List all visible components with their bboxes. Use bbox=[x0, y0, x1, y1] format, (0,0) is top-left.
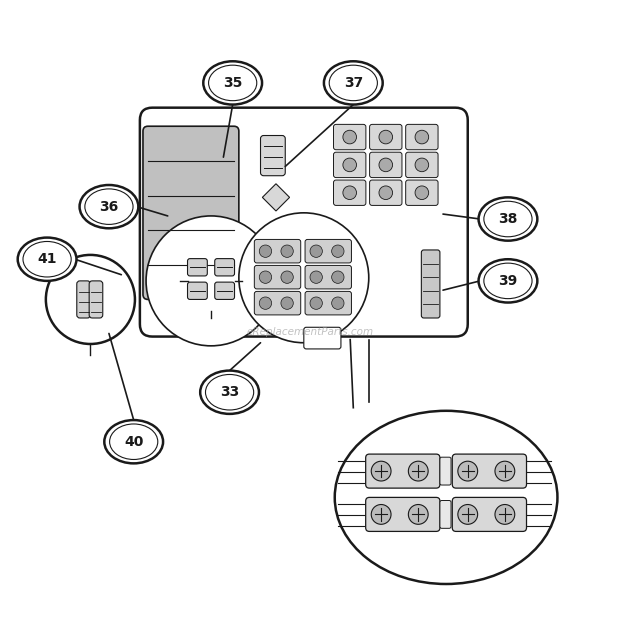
FancyBboxPatch shape bbox=[334, 152, 366, 177]
Circle shape bbox=[415, 186, 428, 200]
FancyBboxPatch shape bbox=[305, 239, 352, 263]
Circle shape bbox=[495, 504, 515, 524]
Ellipse shape bbox=[208, 65, 257, 100]
Circle shape bbox=[332, 271, 344, 284]
Text: 35: 35 bbox=[223, 76, 242, 90]
Circle shape bbox=[458, 461, 477, 481]
Circle shape bbox=[310, 297, 322, 309]
FancyBboxPatch shape bbox=[334, 125, 366, 149]
FancyBboxPatch shape bbox=[366, 454, 440, 488]
Ellipse shape bbox=[79, 185, 138, 228]
FancyBboxPatch shape bbox=[254, 239, 301, 263]
Circle shape bbox=[409, 461, 428, 481]
Circle shape bbox=[343, 158, 356, 172]
Circle shape bbox=[343, 186, 356, 200]
Text: 36: 36 bbox=[99, 200, 118, 214]
Circle shape bbox=[281, 245, 293, 258]
FancyBboxPatch shape bbox=[405, 152, 438, 177]
Circle shape bbox=[343, 130, 356, 144]
FancyBboxPatch shape bbox=[305, 291, 352, 315]
Ellipse shape bbox=[205, 375, 254, 410]
Polygon shape bbox=[262, 184, 290, 211]
Circle shape bbox=[415, 158, 428, 172]
Ellipse shape bbox=[104, 420, 163, 464]
Ellipse shape bbox=[329, 65, 378, 100]
FancyBboxPatch shape bbox=[89, 281, 103, 318]
Circle shape bbox=[371, 504, 391, 524]
Circle shape bbox=[379, 130, 392, 144]
FancyBboxPatch shape bbox=[452, 497, 526, 532]
FancyBboxPatch shape bbox=[440, 501, 451, 529]
FancyBboxPatch shape bbox=[366, 497, 440, 532]
Circle shape bbox=[259, 271, 272, 284]
FancyBboxPatch shape bbox=[304, 328, 341, 349]
FancyBboxPatch shape bbox=[215, 282, 234, 300]
Circle shape bbox=[310, 245, 322, 258]
FancyBboxPatch shape bbox=[370, 152, 402, 177]
FancyBboxPatch shape bbox=[405, 125, 438, 149]
Ellipse shape bbox=[484, 263, 532, 299]
FancyBboxPatch shape bbox=[215, 259, 234, 276]
Text: 37: 37 bbox=[343, 76, 363, 90]
FancyBboxPatch shape bbox=[405, 180, 438, 205]
Circle shape bbox=[415, 130, 428, 144]
FancyBboxPatch shape bbox=[143, 126, 239, 300]
Ellipse shape bbox=[203, 61, 262, 104]
FancyBboxPatch shape bbox=[254, 291, 301, 315]
Ellipse shape bbox=[484, 201, 532, 237]
Circle shape bbox=[379, 158, 392, 172]
Ellipse shape bbox=[479, 259, 538, 303]
Circle shape bbox=[332, 297, 344, 309]
Circle shape bbox=[146, 216, 276, 346]
Circle shape bbox=[259, 297, 272, 309]
FancyBboxPatch shape bbox=[370, 180, 402, 205]
Ellipse shape bbox=[335, 411, 557, 584]
FancyBboxPatch shape bbox=[440, 457, 451, 485]
FancyBboxPatch shape bbox=[422, 250, 440, 318]
FancyBboxPatch shape bbox=[187, 282, 207, 300]
Circle shape bbox=[409, 504, 428, 524]
Circle shape bbox=[332, 245, 344, 258]
FancyBboxPatch shape bbox=[187, 259, 207, 276]
Ellipse shape bbox=[23, 242, 71, 277]
FancyBboxPatch shape bbox=[254, 265, 301, 289]
FancyBboxPatch shape bbox=[334, 180, 366, 205]
Ellipse shape bbox=[18, 238, 76, 281]
Circle shape bbox=[46, 255, 135, 344]
Circle shape bbox=[281, 297, 293, 309]
Circle shape bbox=[379, 186, 392, 200]
FancyBboxPatch shape bbox=[77, 281, 91, 318]
Ellipse shape bbox=[85, 189, 133, 225]
FancyBboxPatch shape bbox=[305, 265, 352, 289]
Ellipse shape bbox=[200, 371, 259, 414]
Circle shape bbox=[310, 271, 322, 284]
Circle shape bbox=[458, 504, 477, 524]
FancyBboxPatch shape bbox=[370, 125, 402, 149]
Ellipse shape bbox=[110, 424, 158, 459]
Text: 33: 33 bbox=[220, 385, 239, 399]
Text: 38: 38 bbox=[498, 212, 518, 226]
Circle shape bbox=[239, 213, 369, 343]
Circle shape bbox=[259, 245, 272, 258]
Ellipse shape bbox=[324, 61, 383, 104]
Circle shape bbox=[281, 271, 293, 284]
FancyBboxPatch shape bbox=[452, 454, 526, 488]
Text: 41: 41 bbox=[37, 252, 57, 266]
Circle shape bbox=[495, 461, 515, 481]
Ellipse shape bbox=[479, 197, 538, 240]
FancyBboxPatch shape bbox=[260, 135, 285, 176]
Text: 40: 40 bbox=[124, 435, 143, 449]
FancyBboxPatch shape bbox=[140, 107, 467, 336]
Text: eReplacementParts.com: eReplacementParts.com bbox=[246, 327, 374, 336]
Text: 39: 39 bbox=[498, 274, 518, 288]
Circle shape bbox=[371, 461, 391, 481]
